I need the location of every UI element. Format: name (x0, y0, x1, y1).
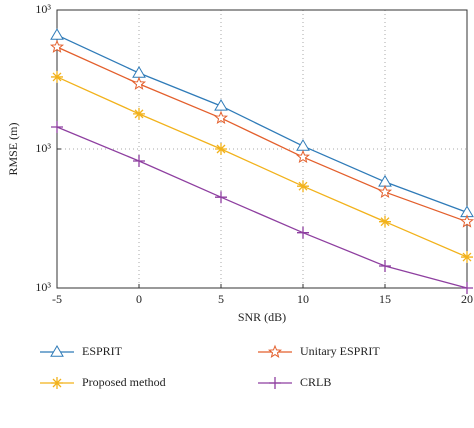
marker (461, 251, 473, 264)
series-line (56, 34, 468, 213)
marker (461, 282, 473, 294)
x-tick-label: 0 (136, 292, 142, 306)
marker (214, 98, 228, 111)
legend-label: Unitary ESPRIT (300, 344, 380, 358)
marker (51, 377, 63, 389)
x-tick-label: 15 (379, 292, 391, 306)
marker (267, 344, 283, 358)
marker (51, 120, 63, 133)
marker (296, 139, 310, 151)
marker (51, 70, 63, 83)
x-tick-label: 20 (461, 292, 473, 306)
y-tick-label: 10³ (35, 280, 51, 294)
marker (379, 259, 391, 272)
y-tick-label: 10³ (35, 2, 51, 16)
marker (377, 184, 393, 199)
series-line (56, 76, 468, 258)
legend-label: ESPRIT (82, 344, 123, 358)
marker (379, 215, 391, 228)
x-tick-label: 5 (218, 292, 224, 306)
x-axis-label: SNR (dB) (238, 310, 286, 324)
series-line (56, 126, 468, 289)
marker (213, 110, 229, 125)
marker (215, 191, 227, 204)
marker (269, 377, 281, 389)
series-line (56, 46, 468, 223)
x-tick-label: -5 (52, 292, 62, 306)
x-tick-label: 10 (297, 292, 309, 306)
marker (297, 180, 309, 193)
marker (50, 345, 64, 357)
marker (132, 66, 146, 78)
marker (131, 76, 147, 90)
marker (295, 149, 311, 164)
legend-label: CRLB (300, 375, 331, 389)
marker (50, 28, 64, 40)
legend-label: Proposed method (82, 375, 166, 389)
plot-frame (56, 9, 468, 289)
marker (459, 214, 474, 228)
marker (378, 174, 392, 187)
y-axis-label: RMSE (m) (6, 122, 20, 175)
marker (215, 143, 227, 155)
marker (297, 226, 309, 239)
marker (133, 107, 145, 120)
marker (133, 154, 145, 167)
y-tick-label: 10³ (35, 141, 51, 155)
marker (49, 39, 65, 53)
